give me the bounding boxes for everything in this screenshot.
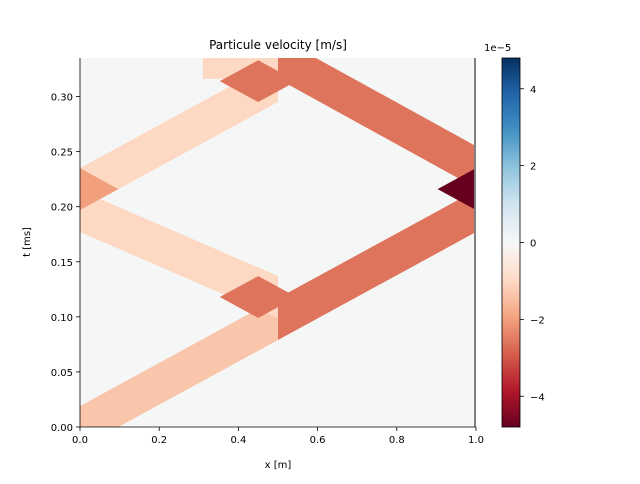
wave-band-2 xyxy=(278,190,476,340)
plot-area xyxy=(80,58,476,427)
y-tick-label: 0.10 xyxy=(51,313,73,324)
wave-band-4 xyxy=(80,60,278,211)
wave-overlap-4 xyxy=(437,168,476,211)
x-tick-label: 0.6 xyxy=(310,435,326,446)
colorbar-tick-label: 0 xyxy=(530,239,536,250)
y-tick-label: 0.20 xyxy=(51,203,73,214)
axes: 0.0 0.2 0.4 0.6 0.8 1.0 0.000.050.100.150.200… xyxy=(22,58,484,471)
y-tick-label: 0.05 xyxy=(51,368,73,379)
wave-band-5 xyxy=(278,58,476,188)
chart-title: Particule velocity [m/s] xyxy=(209,38,347,52)
y-tick-label: 0.30 xyxy=(51,93,73,104)
wave-overlap-2 xyxy=(219,276,297,318)
x-tick-label: 0.2 xyxy=(151,435,167,446)
y-tick-label: 0.25 xyxy=(51,148,73,159)
y-ticks: 0.00 0.05 0.10 0.15 0.20 0.25 0.30 xyxy=(51,93,80,434)
colorbar-gradient xyxy=(501,57,521,428)
colorbar-tick-label: −4 xyxy=(530,392,545,403)
wave-band-3 xyxy=(80,190,278,318)
wave-overlaps xyxy=(80,60,476,318)
wave-overlap-1 xyxy=(80,168,119,211)
x-tick-label: 1.0 xyxy=(468,435,484,446)
x-tick-label: 0.8 xyxy=(389,435,405,446)
colorbar: 1e−5 4 2 0 −2 −4 xyxy=(484,43,545,428)
wave-bands xyxy=(80,58,476,427)
x-ticks: 0.0 0.2 0.4 0.6 0.8 1.0 xyxy=(72,427,484,446)
y-axis-label: t [ms] xyxy=(22,227,33,257)
colorbar-offset-label: 1e−5 xyxy=(484,43,511,54)
colorbar-tick-label: −2 xyxy=(530,315,545,326)
x-tick-label: 0.4 xyxy=(230,435,246,446)
colorbar-tick-label: 4 xyxy=(530,85,536,96)
wave-band-1 xyxy=(80,298,278,427)
y-tick-label: 0.15 xyxy=(51,258,73,269)
y-tick-label: 0.00 xyxy=(51,423,73,434)
x-axis-label: x [m] xyxy=(265,460,292,471)
x-tick-label: 0.0 xyxy=(72,435,88,446)
wave-overlap-3 xyxy=(219,60,297,103)
colorbar-tick-label: 2 xyxy=(530,162,536,173)
colorbar-ticks: 4 2 0 −2 −4 xyxy=(520,85,545,403)
